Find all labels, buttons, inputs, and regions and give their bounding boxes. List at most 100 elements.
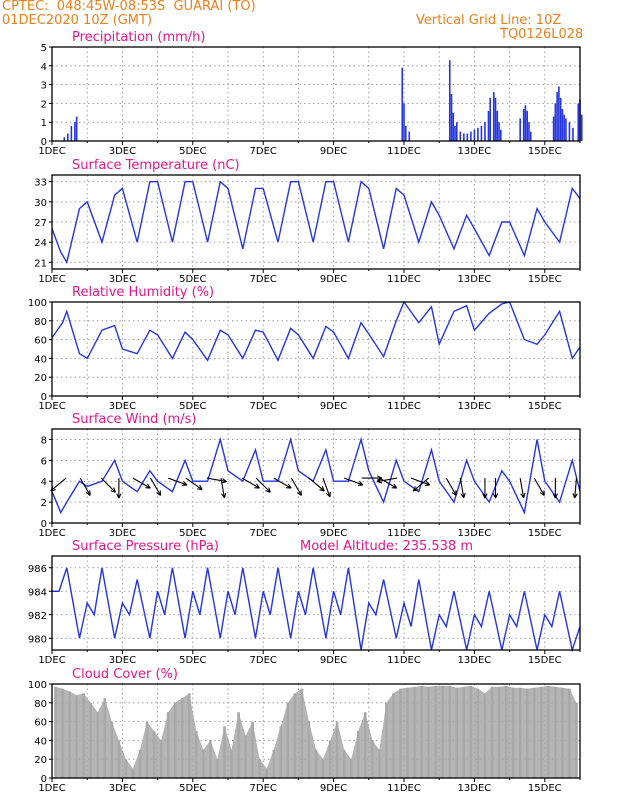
- y-tick-label: 984: [28, 587, 47, 598]
- plot-frame: [51, 46, 581, 142]
- precip-bar: [556, 92, 558, 141]
- header-model-id: TQ0126L028: [500, 27, 584, 42]
- wind-arrow: [220, 477, 227, 499]
- precip-bar: [487, 110, 490, 141]
- y-tick-label: 20: [34, 755, 47, 766]
- wind-arrow: [241, 477, 260, 489]
- precip-bar: [463, 133, 465, 141]
- precip-bar: [492, 92, 495, 141]
- x-tick-label: 9DEC: [320, 655, 347, 666]
- x-tick-label: 13DEC: [458, 783, 492, 794]
- wind-arrow: [379, 477, 398, 489]
- precip-bar: [473, 129, 476, 141]
- wind-arrow: [412, 477, 429, 492]
- precip-bar: [524, 105, 527, 141]
- x-tick-label: 1DEC: [38, 146, 65, 157]
- y-tick-label: 0: [41, 774, 47, 785]
- y-tick-label: 100: [28, 680, 47, 691]
- y-tick-label: 60: [34, 336, 47, 347]
- precip-bar: [565, 118, 567, 141]
- panel-title: Surface Temperature (nC): [72, 158, 240, 173]
- x-tick-label: 15DEC: [528, 146, 562, 157]
- wind-arrow: [376, 477, 398, 484]
- x-tick-label: 1DEC: [38, 401, 65, 412]
- x-tick-label: 5DEC: [179, 528, 206, 539]
- header-date: 01DEC2020 10Z (GMT): [2, 13, 153, 28]
- wind-arrow: [185, 477, 203, 491]
- header-station: CPTEC: 048:45W-08:53S GUARAI (TO): [2, 0, 256, 14]
- precip-bar: [466, 133, 469, 141]
- precip-bar: [454, 125, 456, 141]
- x-tick-label: 5DEC: [179, 274, 206, 285]
- cloud-area: [55, 685, 577, 778]
- wind-arrow: [206, 477, 227, 484]
- x-tick-label: 15DEC: [528, 274, 562, 285]
- series-line-temp: [51, 180, 581, 265]
- x-tick-label: 5DEC: [179, 146, 206, 157]
- y-tick-label: 100: [28, 298, 47, 309]
- y-tick-label: 24: [34, 238, 47, 249]
- x-tick-label: 15DEC: [528, 655, 562, 666]
- precip-bar: [496, 110, 499, 141]
- x-tick-label: 9DEC: [320, 274, 347, 285]
- x-tick-label: 1DEC: [38, 655, 65, 666]
- precip-bar: [561, 109, 564, 141]
- precip-bar: [528, 122, 530, 141]
- x-tick-label: 3DEC: [109, 783, 136, 794]
- precip-bar: [404, 125, 407, 141]
- x-tick-label: 11DEC: [387, 655, 421, 666]
- precip-bar: [403, 103, 405, 141]
- precip-bar: [450, 94, 453, 141]
- precip-bar: [552, 116, 555, 141]
- y-tick-label: 2: [41, 498, 47, 509]
- wind-arrow: [552, 478, 559, 499]
- x-tick-label: 3DEC: [109, 655, 136, 666]
- y-tick-label: 4: [41, 62, 47, 73]
- wind-arrow: [410, 477, 431, 486]
- x-tick-label: 9DEC: [320, 528, 347, 539]
- x-tick-label: 11DEC: [387, 783, 421, 794]
- precip-bar: [580, 114, 583, 141]
- plot-frame: [51, 428, 581, 524]
- precip-bar: [572, 127, 574, 141]
- x-tick-label: 13DEC: [458, 274, 492, 285]
- y-tick-label: 8: [41, 435, 47, 446]
- y-tick-label: 0: [41, 137, 47, 148]
- wind-arrow: [533, 477, 545, 496]
- x-tick-label: 5DEC: [179, 783, 206, 794]
- precip-bar: [526, 110, 528, 141]
- wind-arrow: [459, 477, 466, 499]
- x-tick-label: 11DEC: [387, 528, 421, 539]
- precip-bar: [529, 131, 532, 141]
- panel-title: Cloud Cover (%): [72, 667, 178, 682]
- x-tick-label: 3DEC: [109, 401, 136, 412]
- precip-bar: [558, 86, 560, 141]
- x-tick-label: 15DEC: [528, 783, 562, 794]
- y-tick-label: 33: [34, 178, 47, 189]
- precip-bar: [519, 118, 521, 141]
- precip-bar: [484, 122, 486, 141]
- y-tick-label: 0: [41, 519, 47, 530]
- wind-arrow: [50, 477, 67, 492]
- wind-arrow: [116, 478, 122, 499]
- x-tick-label: 13DEC: [458, 655, 492, 666]
- y-tick-label: 1: [41, 118, 47, 129]
- precip-bar: [500, 129, 502, 141]
- wind-arrow: [322, 477, 331, 498]
- wind-arrow: [343, 477, 364, 486]
- wind-arrow: [79, 477, 91, 496]
- y-tick-label: 986: [28, 564, 47, 575]
- y-tick-label: 40: [34, 354, 47, 365]
- series-line-wind: [51, 436, 581, 515]
- y-tick-label: 21: [34, 258, 47, 269]
- y-tick-label: 3: [41, 81, 47, 92]
- wind-arrow: [519, 477, 526, 499]
- precip-bar: [498, 122, 500, 141]
- x-tick-label: 9DEC: [320, 401, 347, 412]
- x-tick-label: 7DEC: [250, 783, 277, 794]
- panel-precip: 0 1 2 3 4 5 1DEC 3DEC 5DEC 7DEC 9DEC 11DEC 13DEC 15DE…: [38, 30, 583, 157]
- x-tick-label: 1DEC: [38, 274, 65, 285]
- wind-arrow: [100, 477, 116, 493]
- x-tick-label: 9DEC: [320, 783, 347, 794]
